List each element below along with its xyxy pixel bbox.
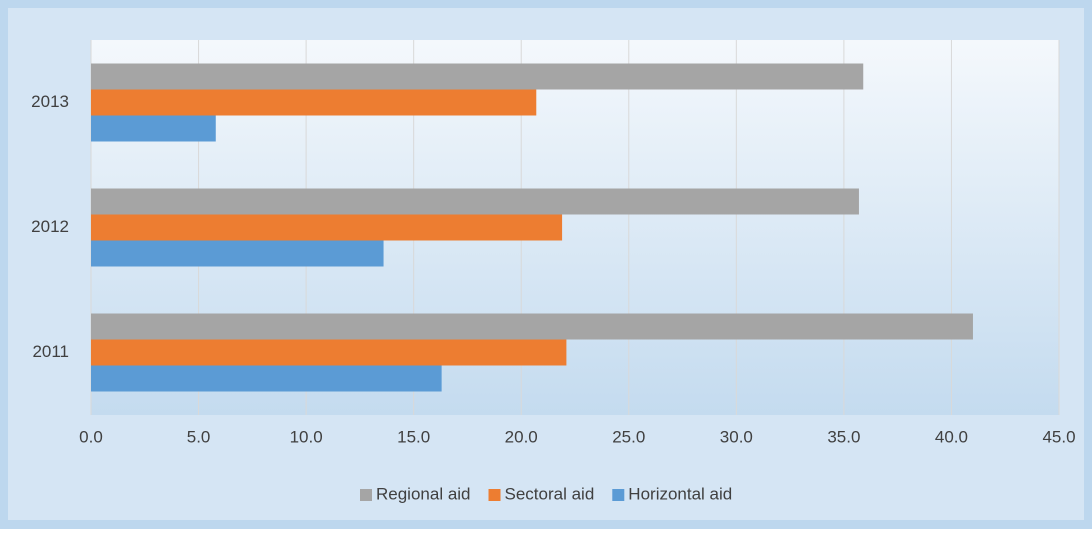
x-tick-label: 25.0 [612, 427, 645, 446]
x-tick-label: 30.0 [720, 427, 753, 446]
y-tick-label: 2011 [32, 342, 69, 361]
bar [91, 240, 384, 267]
x-tick-label: 40.0 [935, 427, 968, 446]
x-tick-label: 10.0 [290, 427, 323, 446]
x-tick-label: 0.0 [79, 427, 103, 446]
legend-swatch [612, 489, 625, 501]
x-tick-label: 5.0 [187, 427, 211, 446]
x-tick-label: 35.0 [827, 427, 860, 446]
bar [91, 89, 537, 116]
bar [91, 214, 563, 241]
y-tick-label: 2013 [31, 92, 69, 111]
x-tick-label: 45.0 [1042, 427, 1075, 446]
bar [91, 115, 216, 142]
bar [91, 339, 567, 366]
y-tick-label: 2012 [31, 217, 69, 236]
x-tick-label: 20.0 [505, 427, 538, 446]
bar [91, 313, 973, 340]
legend-swatch [360, 489, 372, 501]
x-tick-label: 15.0 [397, 427, 430, 446]
bar [91, 63, 864, 90]
legend-swatch [488, 489, 501, 501]
legend-label: Regional aid [376, 484, 471, 503]
legend-label: Sectoral aid [505, 484, 595, 503]
legend-label: Horizontal aid [628, 484, 732, 503]
bar [91, 365, 442, 392]
bar [91, 188, 859, 215]
